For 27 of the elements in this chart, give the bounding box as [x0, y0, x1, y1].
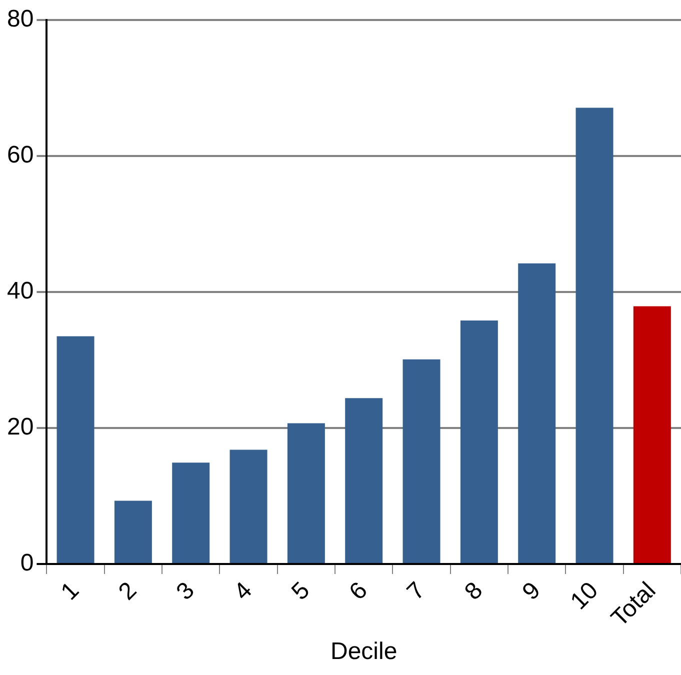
- bar: [460, 320, 498, 563]
- bar: [633, 306, 671, 563]
- x-tick-label: 4: [228, 577, 258, 606]
- y-tick-label: 0: [20, 550, 34, 577]
- x-tick-label: 1: [56, 577, 84, 606]
- y-tick-label: 60: [6, 142, 34, 169]
- bar: [172, 462, 210, 563]
- bar: [287, 423, 325, 563]
- bar: [56, 336, 94, 563]
- y-tick-label: 40: [6, 278, 34, 305]
- bar: [402, 359, 440, 563]
- x-tick-label: 3: [171, 577, 200, 606]
- x-tick-label: 6: [344, 577, 373, 606]
- bar: [518, 263, 556, 563]
- bar: [230, 450, 268, 563]
- x-tick-label: 7: [402, 577, 430, 606]
- y-tick-label: 20: [6, 414, 34, 441]
- bar: [114, 500, 152, 563]
- x-tick-label: 8: [460, 577, 488, 606]
- x-tick-label: 5: [286, 577, 316, 606]
- x-tick-label: 9: [517, 577, 546, 606]
- bar: [576, 108, 614, 563]
- x-axis-title: Decile: [330, 638, 398, 666]
- x-tick-label: 10: [565, 577, 604, 615]
- x-tick-label: 2: [114, 577, 142, 606]
- y-tick-label: 80: [6, 6, 34, 33]
- bar: [345, 398, 383, 563]
